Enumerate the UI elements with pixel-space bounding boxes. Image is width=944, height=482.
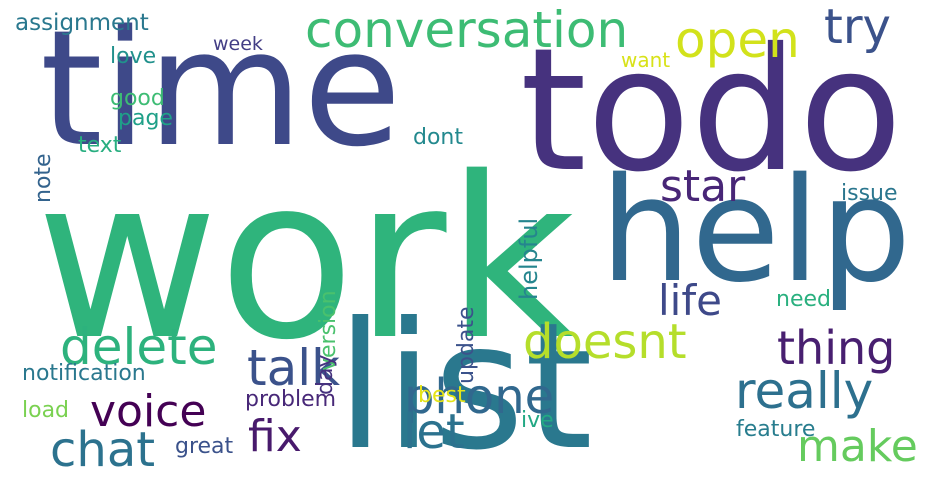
word-life: life [658,276,722,325]
word-todo: todo [520,12,903,210]
word-star: star [660,161,746,212]
word-update: update [454,306,479,384]
word-phone: phone [404,369,555,425]
word-week: week [213,33,263,55]
word-dont: dont [413,125,463,150]
word-notification: notification [22,361,146,386]
word-talk: talk [247,339,341,397]
word-assignment: assignment [15,10,149,36]
word-list: list [336,286,594,482]
word-note: note [31,153,56,203]
word-chat: chat [50,422,156,478]
word-make: make [797,421,918,472]
word-need: need [776,287,831,312]
word-great: great [175,434,234,459]
word-good: good [110,86,165,111]
word-text: text [78,133,122,158]
word-doesnt: doesnt [523,314,687,370]
word-try: try [824,0,891,55]
word-want: want [621,48,671,72]
word-delete: delete [60,318,218,376]
word-fix: fix [248,411,302,462]
word-help: help [600,146,912,314]
word-page: page [118,106,173,131]
word-helpful: helpful [515,217,543,300]
word-love: love [110,44,157,69]
word-issue: issue [841,181,898,206]
word-work: work [36,129,576,389]
word-ive: ive [521,408,554,433]
word-open: open [675,11,800,69]
word-really: really [735,362,874,420]
word-let: let [403,404,465,460]
word-conversation: conversation [305,1,629,59]
word-feature: feature [736,417,816,442]
word-voice: voice [90,386,207,437]
word-time: time [40,0,402,182]
word-problem: problem [245,387,337,412]
word-thing: thing [777,321,896,375]
word-load: load [22,398,70,423]
word-best: best [418,383,466,408]
